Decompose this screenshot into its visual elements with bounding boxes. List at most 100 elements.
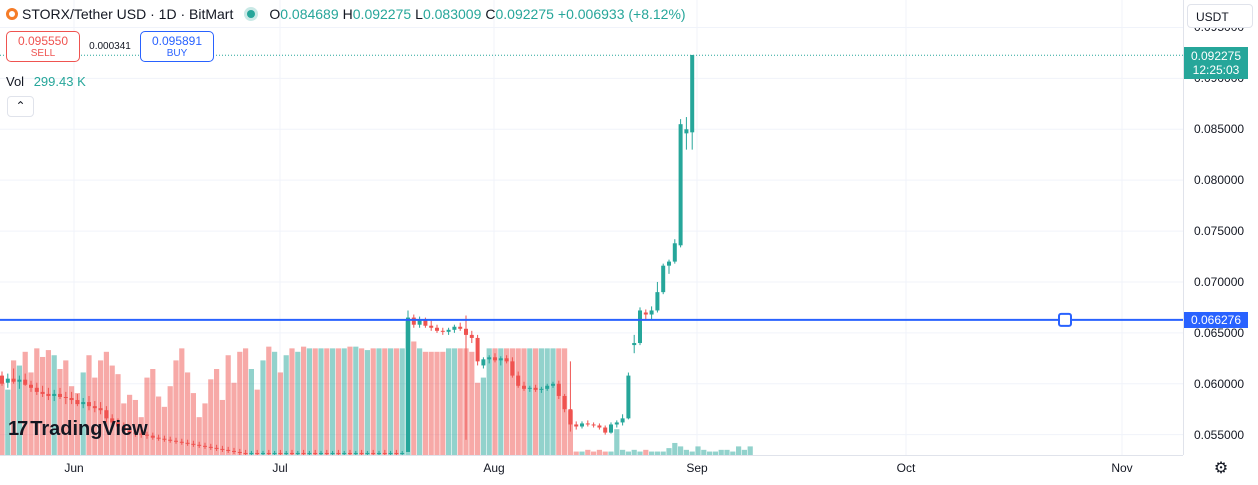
- volume-bar: [92, 377, 98, 455]
- symbol-title[interactable]: STORX/Tether USD · 1D · BitMart: [22, 6, 234, 22]
- buy-label: BUY: [166, 47, 188, 59]
- candle-body: [562, 395, 567, 410]
- candle-body: [98, 408, 103, 411]
- candle-body: [34, 387, 39, 392]
- volume-bar: [40, 356, 46, 455]
- candle-body: [377, 452, 381, 454]
- candle-body: [121, 426, 126, 431]
- volume-bar: [672, 442, 678, 455]
- candle-body: [359, 452, 364, 454]
- volume-bar: [254, 389, 260, 455]
- price-tick-label: 0.075000: [1194, 224, 1245, 239]
- candle-body: [145, 434, 149, 436]
- candle-body: [481, 359, 486, 366]
- price-tick-label: 0.080000: [1194, 173, 1245, 188]
- chart-area[interactable]: STORX/Tether USD · 1D · BitMart O 0.08468…: [0, 0, 1183, 455]
- volume-bar: [57, 369, 63, 455]
- volume-bar: [614, 429, 620, 455]
- volume-bar: [544, 348, 550, 455]
- volume-bar: [654, 451, 660, 455]
- volume-bar: [451, 348, 457, 455]
- volume-bar: [103, 351, 109, 455]
- bar-countdown: 12:25:03: [1192, 63, 1240, 78]
- candle-body: [324, 452, 329, 454]
- candle-body: [266, 452, 271, 454]
- volume-bar: [701, 449, 707, 455]
- volume-bar: [318, 348, 324, 455]
- volume-bar: [724, 449, 730, 455]
- candle-body: [249, 452, 254, 454]
- last-price-value: 0.092275: [1190, 49, 1242, 64]
- candle-body: [319, 452, 323, 454]
- sell-label: SELL: [30, 47, 56, 59]
- tradingview-logo[interactable]: 17 TradingView: [8, 418, 148, 441]
- collapse-legend-button[interactable]: ⌃: [7, 96, 34, 117]
- candle-body: [551, 383, 555, 386]
- candle-body: [655, 292, 660, 311]
- volume-bar: [231, 382, 237, 455]
- price-chart[interactable]: [0, 0, 1183, 455]
- candle-body: [81, 402, 86, 405]
- volume-bar: [132, 399, 138, 455]
- close-label: C: [485, 6, 496, 22]
- buy-button[interactable]: 0.095891 BUY: [140, 31, 214, 62]
- time-tick-label: Nov: [1111, 461, 1133, 475]
- candle-body: [632, 343, 637, 346]
- candle-body: [104, 410, 109, 419]
- chart-settings-button[interactable]: ⚙: [1208, 458, 1234, 480]
- candle-body: [545, 385, 550, 389]
- volume-bar: [330, 348, 336, 455]
- candle-body: [684, 129, 689, 134]
- volume-bar: [0, 382, 5, 455]
- volume-label[interactable]: Vol: [6, 74, 25, 89]
- volume-bar: [301, 346, 307, 455]
- candle-body: [284, 452, 289, 454]
- volume-bar: [382, 348, 388, 455]
- symbol-legend: STORX/Tether USD · 1D · BitMart O 0.08468…: [6, 6, 686, 22]
- volume-bar: [660, 451, 666, 455]
- volume-bar: [51, 355, 57, 455]
- candle-body: [17, 379, 22, 382]
- volume-bar: [272, 351, 278, 455]
- candle-body: [156, 437, 161, 439]
- volume-bar: [527, 348, 533, 455]
- price-axis[interactable]: 0.0950000.0900000.0850000.0800000.075000…: [1183, 0, 1258, 455]
- volume-bar: [515, 348, 521, 455]
- volume-bar: [248, 369, 254, 455]
- price-tick-label: 0.055000: [1194, 427, 1245, 442]
- candle-body: [348, 452, 352, 454]
- volume-bar: [150, 369, 156, 455]
- candle-body: [591, 424, 596, 426]
- volume-bar: [718, 449, 724, 455]
- currency-unit-select[interactable]: USDT: [1187, 4, 1253, 28]
- candle-body: [603, 427, 608, 433]
- volume-bar: [736, 446, 742, 455]
- volume-bar: [295, 351, 301, 455]
- time-axis[interactable]: Jun Jul Aug Sep Oct Nov: [0, 455, 1183, 485]
- candle-body: [609, 424, 613, 433]
- candle-body: [406, 317, 410, 452]
- volume-bar: [347, 346, 353, 455]
- volume-bar: [74, 393, 80, 455]
- volume-bar: [341, 348, 347, 455]
- volume-bar: [567, 410, 573, 455]
- tradingview-wordmark: TradingView: [30, 418, 148, 440]
- volume-bar: [353, 346, 359, 455]
- volume-bar: [312, 348, 318, 455]
- candle-body: [487, 357, 492, 360]
- candle-body: [429, 325, 434, 328]
- volume-bar: [306, 348, 312, 455]
- volume-bar: [63, 360, 69, 455]
- tradingview-mark-icon: 17: [8, 418, 28, 440]
- volume-bar: [533, 348, 539, 455]
- candle-body: [336, 452, 341, 454]
- candle-body: [638, 310, 642, 344]
- volume-bar: [608, 451, 614, 455]
- price-tick-label: 0.060000: [1194, 376, 1245, 391]
- volume-bar: [69, 386, 75, 455]
- candle-body: [394, 452, 399, 454]
- candle-body: [533, 387, 538, 390]
- candle-body: [417, 319, 422, 325]
- candle-body: [411, 317, 416, 325]
- sell-button[interactable]: 0.095550 SELL: [6, 31, 80, 62]
